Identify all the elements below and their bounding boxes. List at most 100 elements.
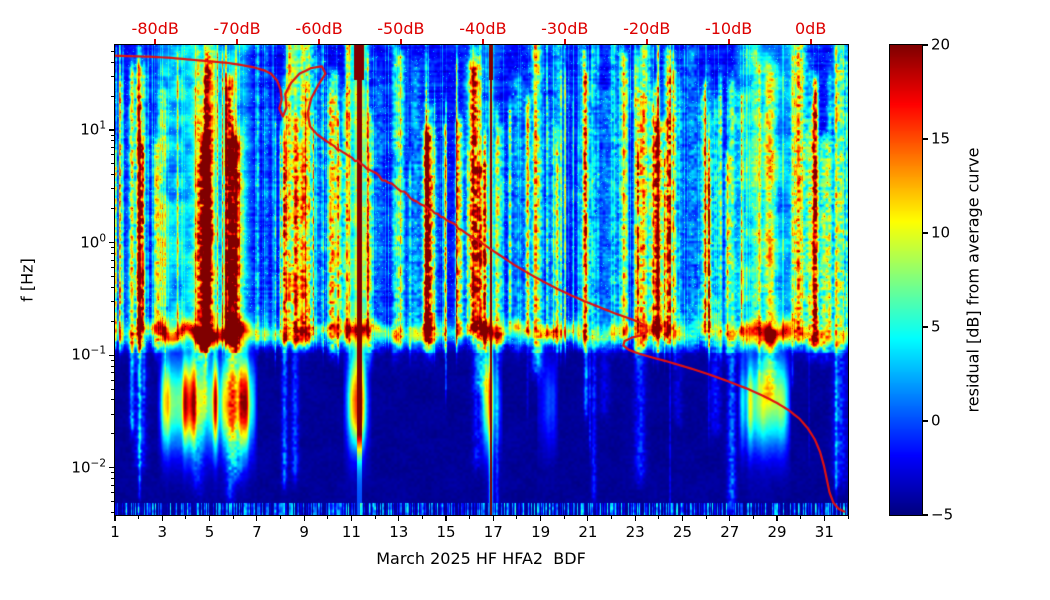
x-tick-label: 25	[672, 523, 693, 541]
y-minor-tick	[111, 188, 114, 190]
y-minor-tick	[111, 372, 114, 374]
y-minor-tick	[111, 320, 114, 322]
y-minor-tick	[111, 208, 114, 210]
top-db-tick	[318, 39, 321, 44]
x-tick-label: 21	[578, 523, 598, 541]
x-minor-tick	[847, 516, 849, 519]
y-minor-tick	[111, 174, 114, 176]
y-tick-label: 100	[80, 232, 106, 252]
y-minor-tick	[111, 492, 114, 494]
top-db-tick-label: -20dB	[623, 19, 671, 38]
top-db-tick	[645, 39, 648, 44]
x-tick-label: 9	[299, 523, 309, 541]
y-minor-tick	[111, 413, 114, 415]
x-minor-tick	[327, 516, 329, 519]
y-tick	[109, 129, 114, 131]
x-tick-label: 13	[389, 523, 409, 541]
x-tick-label: 11	[341, 523, 361, 541]
y-minor-tick	[111, 365, 114, 367]
x-tick-label: 7	[252, 523, 262, 541]
x-tick	[445, 516, 447, 521]
x-tick-label: 17	[483, 523, 503, 541]
y-minor-tick	[111, 433, 114, 435]
y-minor-tick	[111, 140, 114, 142]
colorbar-tick	[923, 232, 928, 234]
x-minor-tick	[185, 516, 187, 519]
y-tick-label: 10−2	[71, 457, 106, 477]
x-tick	[492, 516, 494, 521]
y-minor-tick	[111, 259, 114, 261]
top-db-tick-label: -10dB	[704, 19, 753, 38]
y-minor-tick	[111, 134, 114, 136]
y-tick	[109, 467, 114, 469]
x-tick-label: 31	[814, 523, 834, 541]
colorbar-tick	[923, 138, 928, 140]
colorbar-tick	[923, 44, 928, 46]
x-tick	[303, 516, 305, 521]
x-tick	[161, 516, 163, 521]
top-db-tick	[154, 39, 157, 44]
top-db-tick-label: -30dB	[541, 19, 589, 38]
y-minor-tick	[111, 286, 114, 288]
x-minor-tick	[705, 516, 707, 519]
y-minor-tick	[111, 252, 114, 254]
y-minor-tick	[111, 267, 114, 269]
top-db-tick	[727, 39, 730, 44]
x-tick-label: 23	[625, 523, 645, 541]
top-db-tick	[809, 39, 812, 44]
y-minor-tick	[111, 75, 114, 77]
top-db-tick-label: -80dB	[131, 19, 179, 38]
x-minor-tick	[469, 516, 471, 519]
y-minor-tick	[111, 247, 114, 249]
average-curve-overlay	[115, 45, 848, 515]
x-tick	[398, 516, 400, 521]
y-minor-tick	[111, 379, 114, 381]
x-tick	[256, 516, 258, 521]
top-db-tick	[236, 39, 238, 44]
x-tick	[208, 516, 211, 521]
colorbar-gradient	[890, 45, 922, 515]
x-tick-label: 5	[204, 523, 215, 541]
colorbar-label: residual [dB] from average curve	[963, 147, 983, 413]
y-axis-label: f [Hz]	[17, 258, 37, 302]
top-db-tick-label: -50dB	[377, 19, 425, 38]
y-minor-tick	[111, 154, 114, 156]
y-minor-tick	[111, 300, 114, 302]
y-minor-tick	[111, 484, 114, 486]
x-minor-tick	[611, 516, 613, 519]
x-tick	[681, 516, 684, 521]
y-minor-tick	[111, 501, 114, 503]
y-minor-tick	[111, 95, 114, 97]
top-db-tick	[481, 39, 484, 44]
x-tick-label: 1	[110, 523, 120, 541]
y-minor-tick	[111, 163, 114, 165]
x-minor-tick	[516, 516, 518, 519]
x-minor-tick	[374, 516, 376, 519]
y-minor-tick	[111, 472, 114, 474]
x-tick	[540, 516, 542, 521]
x-tick	[823, 516, 825, 521]
x-tick	[776, 516, 778, 521]
x-minor-tick	[138, 516, 140, 519]
y-tick	[109, 354, 114, 356]
top-db-tick-label: -40dB	[459, 19, 507, 38]
x-minor-tick	[563, 516, 565, 519]
y-minor-tick	[111, 512, 114, 514]
x-tick	[587, 516, 589, 521]
colorbar-tick	[923, 514, 928, 516]
x-tick	[729, 516, 731, 521]
x-minor-tick	[800, 516, 802, 519]
y-minor-tick	[111, 399, 114, 401]
x-tick	[350, 516, 353, 521]
y-tick-label: 101	[80, 119, 106, 139]
x-tick	[114, 516, 116, 521]
x-axis-label: March 2025 HF HFA2 BDF	[376, 549, 586, 568]
y-minor-tick	[111, 61, 114, 63]
x-tick-label: 27	[720, 523, 740, 541]
top-db-tick	[563, 39, 566, 44]
colorbar-tick	[923, 420, 928, 422]
colorbar-tick-label: 15	[931, 129, 951, 148]
y-minor-tick	[111, 146, 114, 148]
y-minor-tick	[111, 388, 114, 390]
